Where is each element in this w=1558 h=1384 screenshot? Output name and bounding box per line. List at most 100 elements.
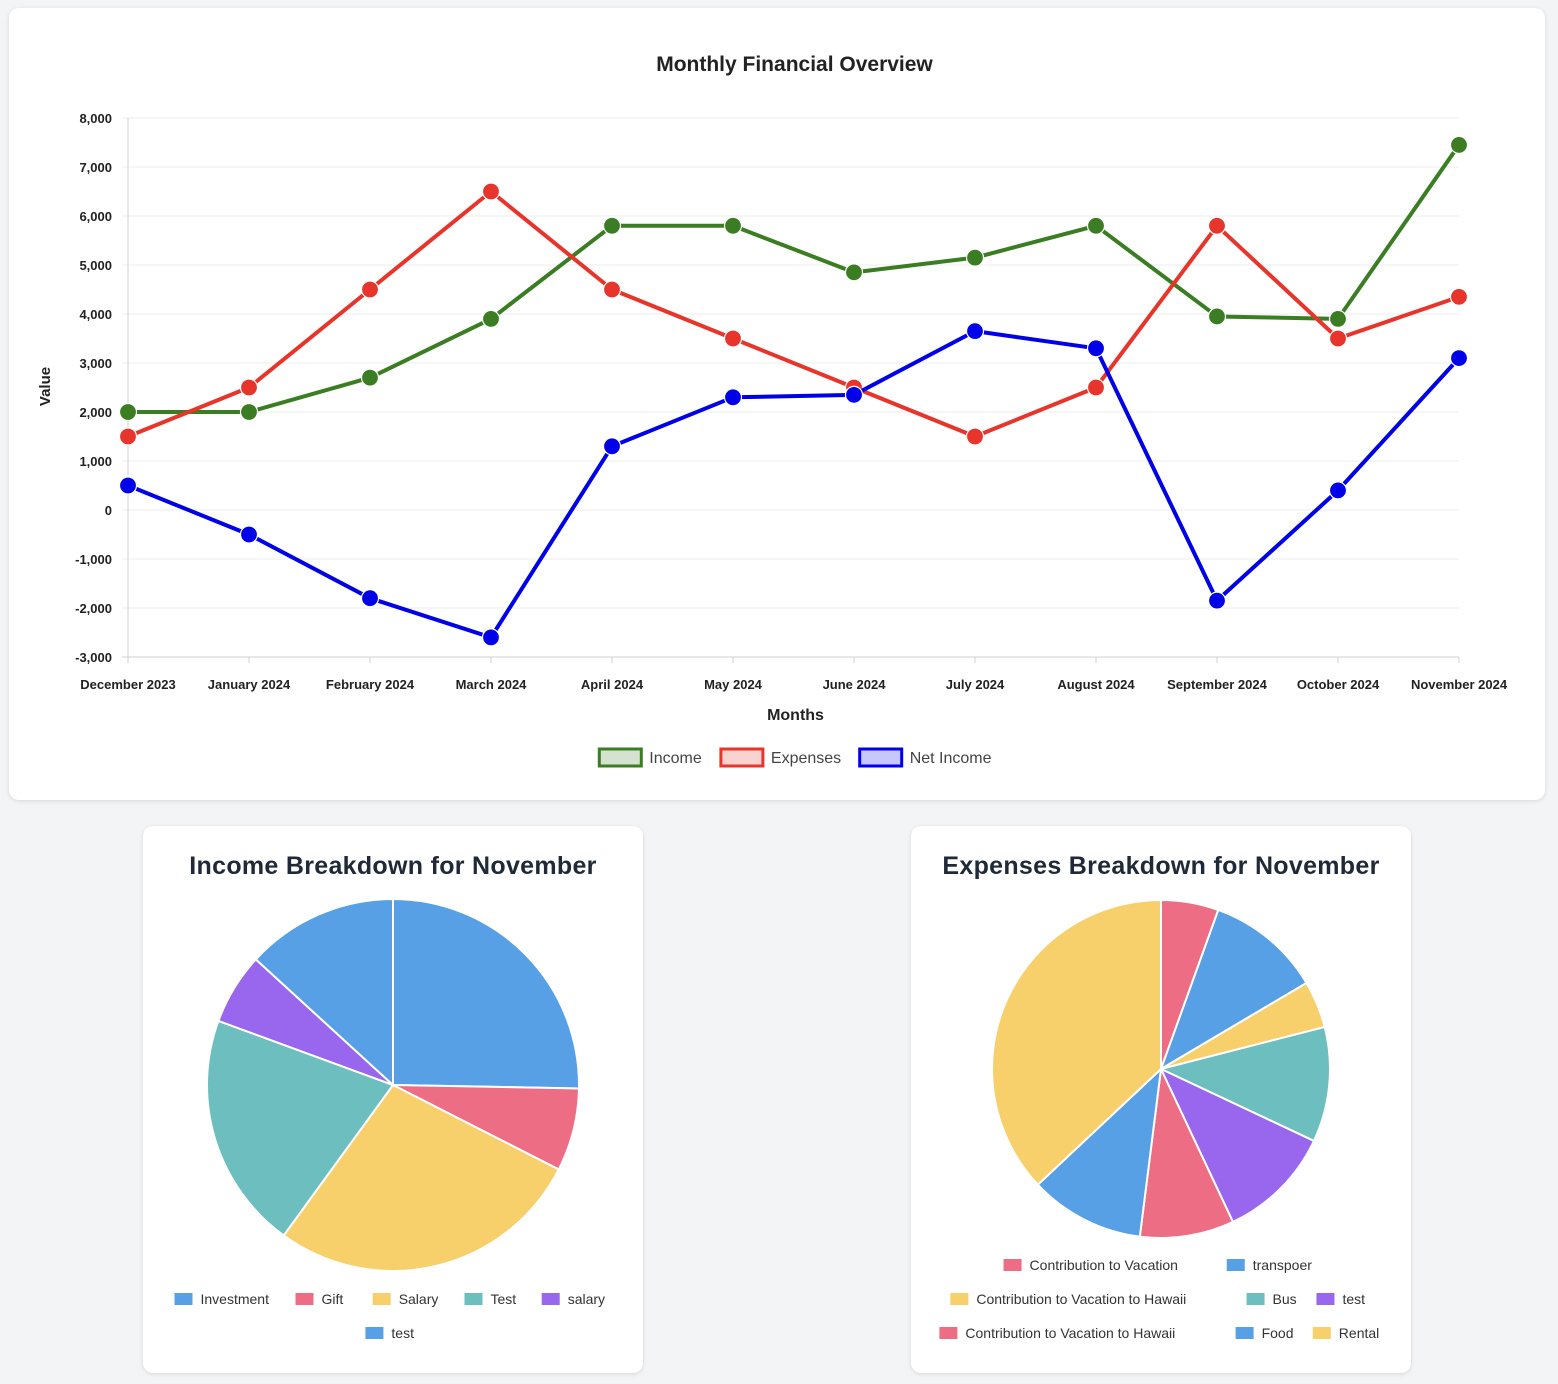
legend-label[interactable]: Rental bbox=[1339, 1325, 1379, 1341]
legend-swatch[interactable] bbox=[372, 1293, 391, 1305]
income-line bbox=[128, 143, 1461, 414]
y-tick-label: 0 bbox=[105, 503, 112, 518]
income-point[interactable] bbox=[965, 248, 985, 267]
income-point[interactable] bbox=[1449, 135, 1469, 155]
legend-swatch[interactable] bbox=[365, 1327, 384, 1339]
income-point[interactable] bbox=[1086, 216, 1106, 235]
legend-swatch[interactable] bbox=[464, 1293, 483, 1305]
pie-slice[interactable] bbox=[1036, 1066, 1163, 1238]
expenses-point[interactable] bbox=[1449, 287, 1469, 306]
y-tick-label: 8,000 bbox=[79, 111, 112, 126]
x-tick-label: March 2024 bbox=[456, 677, 528, 692]
expenses-pie-chart: Contribution to Vacation transpoer Contrib… bbox=[939, 898, 1379, 1341]
legend-label[interactable]: Salary bbox=[399, 1291, 439, 1307]
net-income-point[interactable] bbox=[1207, 591, 1227, 610]
expenses-point[interactable] bbox=[360, 280, 380, 299]
pie-slice[interactable] bbox=[254, 897, 394, 1088]
x-tick-label: May 2024 bbox=[704, 677, 763, 692]
legend-label[interactable]: Contribution to Vacation to Hawaii bbox=[976, 1291, 1186, 1307]
income-point[interactable] bbox=[844, 263, 864, 282]
legend-swatch[interactable] bbox=[295, 1293, 314, 1305]
legend-swatch[interactable] bbox=[1003, 1259, 1022, 1271]
pie-slice[interactable] bbox=[1159, 908, 1308, 1072]
expenses-point[interactable] bbox=[1207, 216, 1227, 235]
line-chart: Monthly Financial Overview -3,000 -2,000 -1… bbox=[37, 53, 1508, 768]
x-tick-label: November 2024 bbox=[1411, 677, 1508, 692]
x-tick-label: September 2024 bbox=[1167, 677, 1267, 692]
legend-label[interactable]: Gift bbox=[322, 1291, 344, 1307]
y-tick-label: 7,000 bbox=[79, 160, 112, 175]
x-tick-label: October 2024 bbox=[1297, 677, 1380, 692]
y-tick-label: -3,000 bbox=[75, 650, 112, 665]
net-income-point[interactable] bbox=[481, 628, 501, 647]
legend-swatch[interactable] bbox=[1316, 1293, 1335, 1305]
legend-swatch-net-income[interactable] bbox=[858, 747, 904, 768]
net-income-point[interactable] bbox=[723, 388, 743, 407]
legend-label[interactable]: test bbox=[1342, 1291, 1365, 1307]
legend-swatch[interactable] bbox=[1226, 1259, 1245, 1271]
net-income-point[interactable] bbox=[844, 385, 864, 404]
pie-slice[interactable] bbox=[1158, 1025, 1331, 1143]
legend-label[interactable]: Bus bbox=[1273, 1291, 1297, 1307]
pie-slice[interactable] bbox=[1158, 1066, 1316, 1224]
net-income-point[interactable] bbox=[1449, 349, 1469, 368]
income-point[interactable] bbox=[360, 368, 380, 387]
expenses-point[interactable] bbox=[118, 427, 138, 446]
legend-swatch[interactable] bbox=[939, 1327, 958, 1339]
legend-swatch-expenses[interactable] bbox=[719, 747, 765, 768]
legend-label-net-income[interactable]: Net Income bbox=[910, 750, 992, 767]
expenses-point[interactable] bbox=[965, 427, 985, 446]
net-income-point[interactable] bbox=[602, 437, 622, 456]
expenses-point[interactable] bbox=[239, 378, 259, 397]
legend-label[interactable]: Test bbox=[491, 1291, 517, 1307]
y-tick-label: 6,000 bbox=[79, 209, 112, 224]
legend-swatch[interactable] bbox=[1235, 1327, 1254, 1339]
legend-label[interactable]: Contribution to Vacation to Hawaii bbox=[965, 1325, 1175, 1341]
y-tick-label: 2,000 bbox=[79, 405, 112, 420]
net-income-point[interactable] bbox=[118, 476, 138, 495]
legend-label[interactable]: Contribution to Vacation bbox=[1030, 1257, 1178, 1273]
legend-swatch[interactable] bbox=[174, 1293, 193, 1305]
legend-swatch-income[interactable] bbox=[597, 747, 643, 768]
pie-slice[interactable] bbox=[206, 1019, 395, 1237]
income-point[interactable] bbox=[602, 216, 622, 235]
expenses-point[interactable] bbox=[481, 182, 501, 201]
expenses-point[interactable] bbox=[1328, 329, 1348, 348]
x-tick-label: June 2024 bbox=[823, 677, 887, 692]
expenses-point[interactable] bbox=[723, 329, 743, 348]
income-point[interactable] bbox=[239, 402, 259, 422]
expenses-point[interactable] bbox=[1086, 378, 1106, 397]
expenses-point[interactable] bbox=[602, 280, 622, 299]
x-tick-label: April 2024 bbox=[581, 677, 644, 692]
net-income-point[interactable] bbox=[1086, 339, 1106, 358]
income-point[interactable] bbox=[1328, 309, 1348, 328]
net-income-point[interactable] bbox=[965, 322, 985, 341]
income-point[interactable] bbox=[118, 402, 138, 422]
legend-swatch[interactable] bbox=[541, 1293, 560, 1305]
legend-label[interactable]: test bbox=[391, 1325, 414, 1341]
chart-title: Monthly Financial Overview bbox=[656, 53, 933, 76]
legend-swatch[interactable] bbox=[1312, 1327, 1331, 1339]
net-income-point[interactable] bbox=[1328, 481, 1348, 500]
legend-label[interactable]: salary bbox=[568, 1291, 605, 1307]
legend-swatch[interactable] bbox=[950, 1293, 969, 1305]
income-point[interactable] bbox=[481, 309, 501, 328]
income-point[interactable] bbox=[723, 216, 743, 235]
net-income-point[interactable] bbox=[360, 589, 380, 608]
legend-label[interactable]: Investment bbox=[201, 1291, 270, 1307]
y-tick-label: -1,000 bbox=[75, 552, 112, 567]
legend-label-expenses[interactable]: Expenses bbox=[771, 750, 841, 767]
y-tick-label: 4,000 bbox=[79, 307, 112, 322]
x-tick-label: January 2024 bbox=[208, 677, 291, 692]
income-point[interactable] bbox=[1207, 307, 1227, 326]
legend-swatch[interactable] bbox=[1246, 1293, 1265, 1305]
legend-label[interactable]: Food bbox=[1262, 1325, 1294, 1341]
pie-slice[interactable] bbox=[991, 898, 1162, 1187]
pie-slice[interactable] bbox=[282, 1083, 561, 1272]
net-income-point[interactable] bbox=[239, 525, 259, 544]
legend-label[interactable]: transpoer bbox=[1253, 1257, 1312, 1273]
legend-label-income[interactable]: Income bbox=[649, 750, 702, 767]
pie-slice[interactable] bbox=[1138, 1065, 1235, 1239]
pie-slice[interactable] bbox=[392, 897, 580, 1090]
y-tick-label: 3,000 bbox=[79, 356, 112, 371]
